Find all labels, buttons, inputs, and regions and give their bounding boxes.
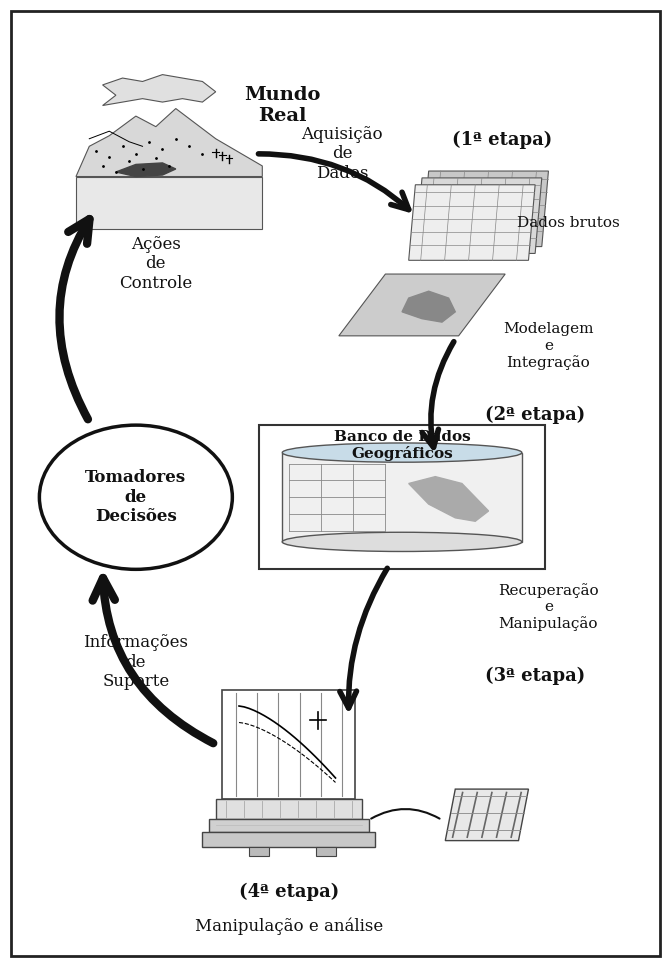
Polygon shape xyxy=(446,789,529,840)
Text: (4ª etapa): (4ª etapa) xyxy=(239,883,339,901)
Polygon shape xyxy=(422,171,548,247)
Text: (2ª etapa): (2ª etapa) xyxy=(485,406,585,424)
Polygon shape xyxy=(339,274,505,336)
Text: Dados brutos: Dados brutos xyxy=(517,216,620,229)
Polygon shape xyxy=(415,178,541,253)
Ellipse shape xyxy=(282,532,522,551)
Polygon shape xyxy=(409,185,535,260)
Polygon shape xyxy=(402,291,456,322)
Text: Banco de Dados
Geográficos: Banco de Dados Geográficos xyxy=(333,430,470,461)
Text: (1ª etapa): (1ª etapa) xyxy=(452,131,552,149)
FancyBboxPatch shape xyxy=(259,425,545,570)
FancyBboxPatch shape xyxy=(222,689,356,800)
FancyBboxPatch shape xyxy=(11,11,660,956)
Text: Ações
de
Controle: Ações de Controle xyxy=(119,236,193,292)
Polygon shape xyxy=(409,477,488,521)
Ellipse shape xyxy=(282,443,522,462)
Polygon shape xyxy=(103,74,215,105)
FancyBboxPatch shape xyxy=(315,847,336,856)
FancyBboxPatch shape xyxy=(203,833,376,847)
FancyBboxPatch shape xyxy=(215,800,362,819)
Ellipse shape xyxy=(40,425,232,570)
Polygon shape xyxy=(282,453,522,542)
Text: Modelagem
e
Integração: Modelagem e Integração xyxy=(503,322,594,369)
Polygon shape xyxy=(76,177,262,229)
Text: Informações
de
Suporte: Informações de Suporte xyxy=(83,634,189,690)
FancyBboxPatch shape xyxy=(249,847,269,856)
Polygon shape xyxy=(116,162,176,177)
Text: Manipulação e análise: Manipulação e análise xyxy=(195,918,383,935)
Text: Mundo
Real: Mundo Real xyxy=(244,86,321,125)
Text: Aquisição
de
Dados: Aquisição de Dados xyxy=(301,126,383,182)
FancyBboxPatch shape xyxy=(209,819,369,833)
Text: (3ª etapa): (3ª etapa) xyxy=(485,666,585,685)
Text: Recuperação
e
Manipulação: Recuperação e Manipulação xyxy=(498,583,599,631)
Text: Tomadores
de
Decisões: Tomadores de Decisões xyxy=(85,469,187,525)
Polygon shape xyxy=(76,108,262,177)
